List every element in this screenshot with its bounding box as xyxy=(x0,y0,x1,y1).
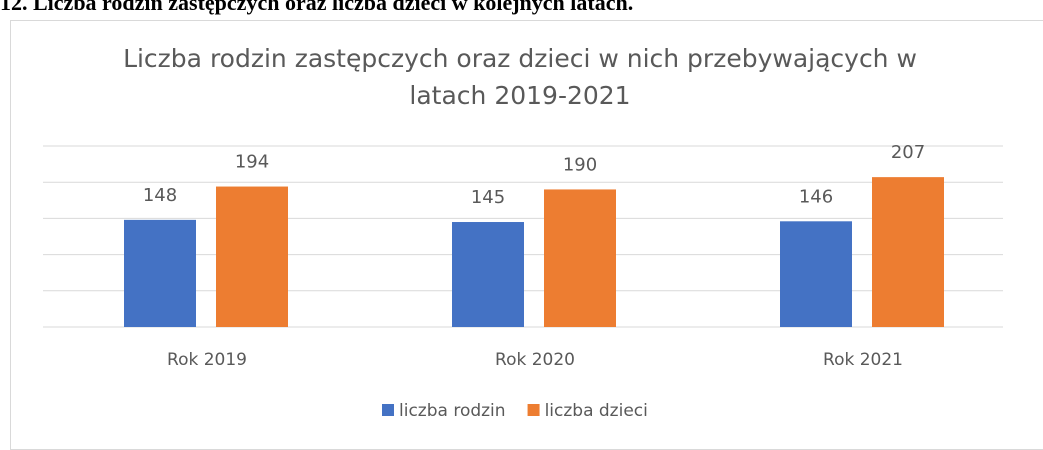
data-label: 194 xyxy=(235,152,269,173)
chart-title: Liczba rodzin zastępczych oraz dzieci w … xyxy=(123,44,917,110)
bar xyxy=(872,177,944,327)
bar xyxy=(124,219,196,327)
bar xyxy=(216,186,288,327)
bar xyxy=(780,221,852,327)
bar xyxy=(452,222,524,327)
legend-swatch xyxy=(382,404,394,416)
legend-label: liczba dzieci xyxy=(545,401,648,421)
legend-swatch xyxy=(527,404,540,416)
data-label: 145 xyxy=(471,187,505,208)
legend-label: liczba rodzin xyxy=(399,401,506,421)
data-label: 207 xyxy=(891,142,925,163)
data-label: 190 xyxy=(563,154,597,175)
x-tick-label: Rok 2019 xyxy=(167,350,247,370)
x-tick-label: Rok 2021 xyxy=(823,350,903,370)
caption: 12. Liczba rodzin zastępczych oraz liczb… xyxy=(0,0,634,15)
data-label: 148 xyxy=(143,185,177,206)
data-label: 146 xyxy=(799,186,833,207)
x-tick-label: Rok 2020 xyxy=(495,350,575,370)
bar xyxy=(544,189,616,327)
